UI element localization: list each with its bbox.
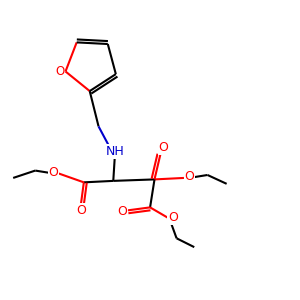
Text: O: O <box>76 204 86 217</box>
Text: NH: NH <box>105 145 124 158</box>
Text: O: O <box>184 170 194 183</box>
Text: O: O <box>117 205 127 218</box>
Text: O: O <box>158 141 168 154</box>
Text: O: O <box>49 166 58 178</box>
Text: O: O <box>168 211 178 224</box>
Text: O: O <box>56 65 65 78</box>
